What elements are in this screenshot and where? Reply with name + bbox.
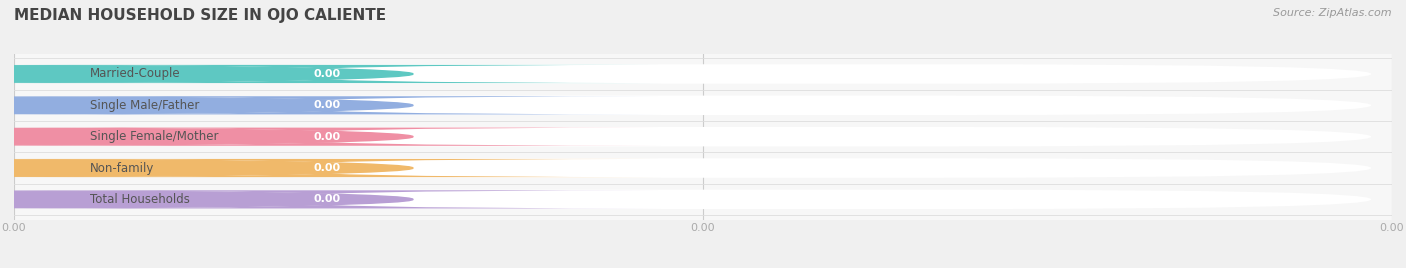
Text: 0.00: 0.00: [314, 132, 342, 142]
Text: Non-family: Non-family: [90, 162, 155, 174]
Text: 0.00: 0.00: [314, 163, 342, 173]
FancyBboxPatch shape: [28, 158, 1371, 178]
FancyBboxPatch shape: [0, 159, 661, 177]
Text: MEDIAN HOUSEHOLD SIZE IN OJO CALIENTE: MEDIAN HOUSEHOLD SIZE IN OJO CALIENTE: [14, 8, 387, 23]
Circle shape: [0, 191, 413, 208]
FancyBboxPatch shape: [0, 65, 661, 83]
FancyBboxPatch shape: [28, 127, 1371, 146]
Text: 0.00: 0.00: [314, 194, 342, 204]
Text: Married-Couple: Married-Couple: [90, 68, 180, 80]
FancyBboxPatch shape: [0, 128, 661, 146]
Circle shape: [0, 97, 413, 114]
FancyBboxPatch shape: [0, 190, 661, 209]
Text: Total Households: Total Households: [90, 193, 190, 206]
Circle shape: [0, 66, 413, 82]
FancyBboxPatch shape: [28, 64, 1371, 84]
FancyBboxPatch shape: [28, 190, 1371, 209]
FancyBboxPatch shape: [28, 96, 1371, 115]
FancyBboxPatch shape: [0, 96, 661, 114]
Text: Single Female/Mother: Single Female/Mother: [90, 130, 218, 143]
Circle shape: [0, 160, 413, 176]
Text: Source: ZipAtlas.com: Source: ZipAtlas.com: [1274, 8, 1392, 18]
Text: 0.00: 0.00: [314, 69, 342, 79]
Text: Single Male/Father: Single Male/Father: [90, 99, 200, 112]
Circle shape: [0, 128, 413, 145]
Text: 0.00: 0.00: [314, 100, 342, 110]
